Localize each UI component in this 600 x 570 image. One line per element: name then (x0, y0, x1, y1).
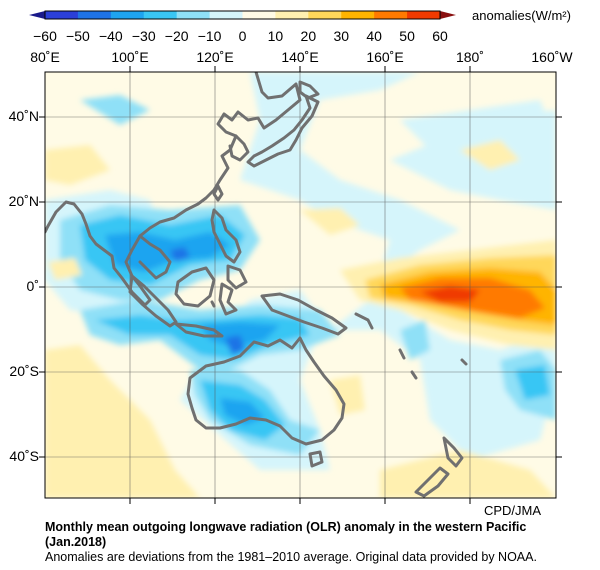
lat-label: 40˚N (8, 108, 39, 124)
coastline-hokkaido (298, 80, 320, 100)
coastline-sulawesi (218, 282, 238, 316)
anomaly-region-negative-20 (515, 365, 550, 400)
colorbar-segment (275, 11, 309, 19)
coastline-australia (186, 336, 346, 446)
coastline-islands (410, 370, 418, 380)
lat-label: 20˚N (8, 193, 39, 209)
caption-note: Anomalies are deviations from the 1981–2… (45, 550, 537, 564)
anomaly-region-positive-10 (300, 208, 360, 235)
colorbar-tick-label: 30 (333, 28, 350, 44)
lon-label: 160˚E (366, 49, 404, 65)
lon-label: 160˚W (531, 49, 573, 65)
colorbar-units: anomalies(W/m²) (472, 8, 571, 23)
colorbar-tick-label: 10 (267, 28, 284, 44)
anomaly-region-positive-10 (460, 140, 520, 170)
lon-label: 100˚E (111, 49, 149, 65)
colorbar-segment (209, 11, 243, 19)
lon-label: 140˚E (281, 49, 319, 65)
lat-label: 40˚S (9, 448, 39, 464)
anomaly-region-negative-10 (400, 320, 430, 360)
colorbar-tick-label: 60 (432, 28, 448, 44)
coastline-korea (228, 134, 250, 162)
anomaly-region-light-negative (45, 72, 556, 470)
coastline-islands (460, 358, 468, 366)
anomaly-region-negative-40 (225, 335, 245, 355)
colorbar-segment (77, 11, 112, 19)
colorbar-tick-label: 0 (238, 28, 247, 44)
caption-title: Monthly mean outgoing longwave radiation… (45, 520, 527, 549)
colorbar-segment (308, 11, 342, 19)
coastline-indochina (138, 234, 172, 280)
anomaly-region-light-negative (400, 100, 556, 160)
colorbar-tick-label: 40 (366, 28, 382, 44)
colorbar-segment (242, 11, 276, 19)
data-credit: CPD/JMA (483, 503, 541, 518)
coastline-tasmania (308, 450, 324, 468)
colorbar-segment (407, 11, 441, 19)
coastline-borneo (174, 266, 216, 308)
colorbar-tick-label: −50 (66, 28, 90, 44)
colorbar-low-arrow (29, 11, 45, 19)
coastline-new-zealand (442, 436, 464, 468)
lat-label: 0˚ (26, 278, 39, 294)
colorbar-tick-label: 20 (300, 28, 317, 44)
coastline-java (174, 322, 224, 338)
frame-ticks (39, 66, 562, 504)
coastline-new-guinea (260, 292, 348, 336)
colorbar-segment (45, 11, 79, 19)
coastline-sumatra (128, 274, 178, 328)
colorbar-segment (341, 11, 375, 19)
colorbar-tick-label: −40 (98, 28, 123, 44)
coastlines (45, 72, 468, 498)
anomaly-region-negative-10 (80, 95, 150, 125)
anomaly-region-negative-40 (170, 247, 190, 262)
coastline-islands (354, 312, 374, 330)
colorbar-segment (176, 11, 211, 19)
anomaly-region-positive-10 (45, 345, 200, 498)
colorbar-segment (374, 11, 408, 19)
colorbar-tick-label: −10 (197, 28, 222, 44)
colorbar-segment (143, 11, 178, 19)
coastline-asia (45, 72, 302, 307)
anomaly-region-positive-10 (45, 145, 110, 185)
lon-label: 80˚E (30, 49, 60, 65)
colorbar-tick-label: −20 (164, 28, 189, 44)
coastline-taiwan (212, 184, 224, 202)
anomaly-region-positive-10 (48, 258, 82, 280)
coastline-islands (210, 300, 216, 308)
lon-label: 180˚ (455, 49, 485, 65)
colorbar (29, 10, 456, 20)
colorbar-high-arrow (440, 11, 456, 19)
colorbar-tick-label: −60 (33, 28, 57, 44)
coastline-mindanao (226, 264, 248, 290)
graticule (45, 72, 556, 498)
coastline-japan (246, 94, 320, 168)
lat-label: 20˚S (9, 363, 39, 379)
colorbar-tick-label: −30 (131, 28, 156, 44)
colorbar-frame (44, 10, 441, 20)
coastline-philippines (210, 208, 242, 264)
colorbar-tick-label: 50 (399, 28, 415, 44)
anomaly-region-positive-10 (330, 375, 365, 415)
lon-label: 120˚E (196, 49, 234, 65)
anomaly-region-positive-50 (420, 286, 480, 302)
coastline-islands (398, 348, 406, 360)
colorbar-segment (110, 11, 145, 19)
coastline-new-zealand (414, 466, 450, 498)
